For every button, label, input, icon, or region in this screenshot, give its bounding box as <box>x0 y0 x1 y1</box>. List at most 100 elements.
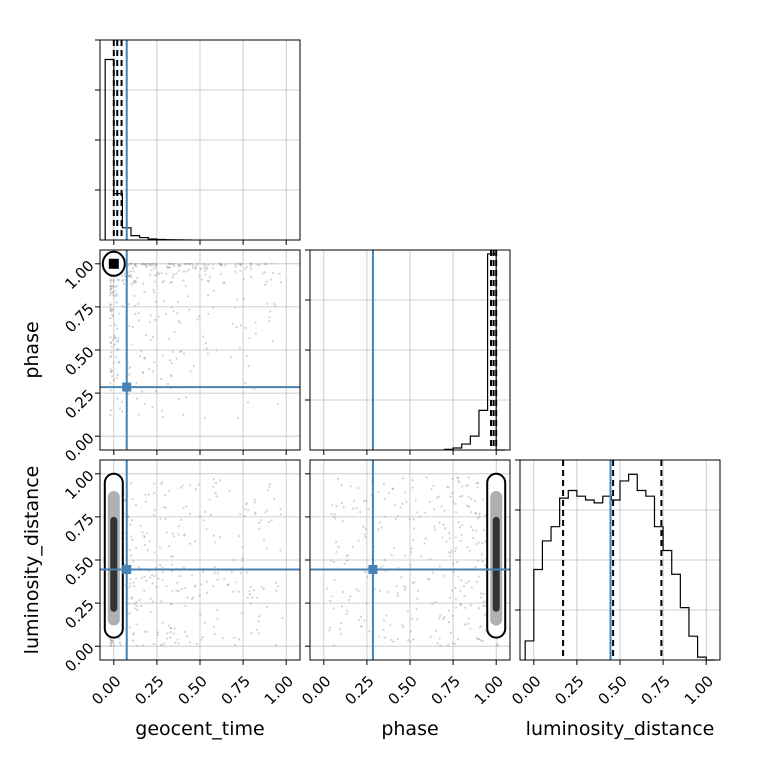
sample-point <box>216 578 219 581</box>
sample-point <box>109 291 112 295</box>
x-tick-label: 0.00 <box>88 672 124 708</box>
x-tick-label: 1.00 <box>471 672 507 708</box>
sample-point <box>383 515 387 518</box>
sample-point <box>132 270 135 273</box>
sample-point <box>115 356 118 359</box>
sample-point <box>165 637 169 640</box>
sample-point <box>254 513 257 516</box>
sample-point <box>401 625 405 629</box>
sample-point <box>470 586 473 589</box>
sample-point <box>436 642 439 645</box>
sample-point <box>244 508 247 511</box>
sample-point <box>161 566 164 569</box>
sample-point <box>112 285 115 289</box>
sample-point <box>383 497 386 501</box>
sample-point <box>154 390 158 393</box>
sample-point <box>171 350 174 353</box>
sample-point <box>162 279 165 283</box>
sample-point <box>461 485 464 488</box>
sample-point <box>109 287 113 290</box>
sample-point <box>257 264 260 267</box>
y-tick-label: 0.00 <box>61 639 97 675</box>
sample-point <box>151 582 154 585</box>
sample-point <box>184 604 187 607</box>
sample-point <box>179 321 182 324</box>
sample-point <box>456 638 460 641</box>
sample-point <box>128 626 132 629</box>
sample-point <box>409 564 412 567</box>
sample-point <box>245 265 248 269</box>
sample-point <box>415 608 418 611</box>
sample-point <box>111 308 114 311</box>
sample-point <box>271 272 275 275</box>
sample-point <box>109 370 112 373</box>
sample-point <box>454 586 457 590</box>
sample-point <box>449 495 452 498</box>
sample-point <box>477 541 480 544</box>
sample-point <box>119 643 122 646</box>
sample-point <box>165 272 168 275</box>
sample-point <box>167 624 170 627</box>
sample-point <box>249 264 252 267</box>
sample-point <box>127 274 130 277</box>
sample-point <box>166 267 169 270</box>
sample-point <box>176 581 179 584</box>
sample-point <box>198 594 201 597</box>
sample-point <box>184 285 187 288</box>
ylabel-luminosity-distance: luminosity_distance <box>21 466 43 655</box>
sample-point <box>454 502 457 505</box>
sample-point <box>377 528 380 531</box>
sample-point <box>160 643 163 646</box>
sample-point <box>187 268 191 271</box>
sample-point <box>329 599 332 602</box>
sample-point <box>189 370 192 373</box>
sample-point <box>121 304 124 308</box>
sample-point <box>244 326 247 330</box>
x-tick-label: 0.75 <box>428 672 464 708</box>
sample-point <box>459 495 462 498</box>
sample-point <box>332 607 335 610</box>
sample-point <box>151 335 154 339</box>
sample-point <box>170 570 174 573</box>
sample-point <box>332 644 335 647</box>
sample-point <box>340 483 343 487</box>
sample-point <box>155 585 158 589</box>
sample-point <box>465 484 468 487</box>
sample-point <box>335 550 338 554</box>
sample-point <box>127 515 130 518</box>
sample-point <box>170 375 173 378</box>
sample-point <box>340 622 343 625</box>
sample-point <box>242 278 245 281</box>
sample-point <box>496 644 499 647</box>
sample-point <box>177 397 180 401</box>
sample-point <box>456 476 459 480</box>
sample-point <box>208 275 211 278</box>
sample-point <box>450 491 454 495</box>
sample-point <box>262 587 265 590</box>
sample-point <box>160 272 163 275</box>
sample-point <box>115 376 118 380</box>
sample-point <box>459 603 463 606</box>
sample-point <box>147 262 150 265</box>
sample-point <box>373 587 376 591</box>
sample-point <box>190 597 194 601</box>
sample-point <box>416 597 419 600</box>
sample-point <box>232 590 235 593</box>
sample-point <box>351 545 354 549</box>
sample-point <box>447 643 450 646</box>
sample-point <box>381 565 384 568</box>
sample-point <box>377 490 380 494</box>
sample-point <box>482 604 485 607</box>
sample-point <box>424 511 427 514</box>
sample-point <box>170 555 173 558</box>
x-tick-label: 0.00 <box>508 672 544 708</box>
sample-point <box>457 575 460 578</box>
sample-point <box>177 533 180 536</box>
sample-point <box>399 506 402 509</box>
sample-point <box>365 602 368 605</box>
sample-point <box>177 590 180 593</box>
sample-point <box>481 560 484 563</box>
x-tick-label: 0.25 <box>341 672 377 708</box>
sample-point <box>173 535 176 538</box>
sample-point <box>131 639 134 642</box>
